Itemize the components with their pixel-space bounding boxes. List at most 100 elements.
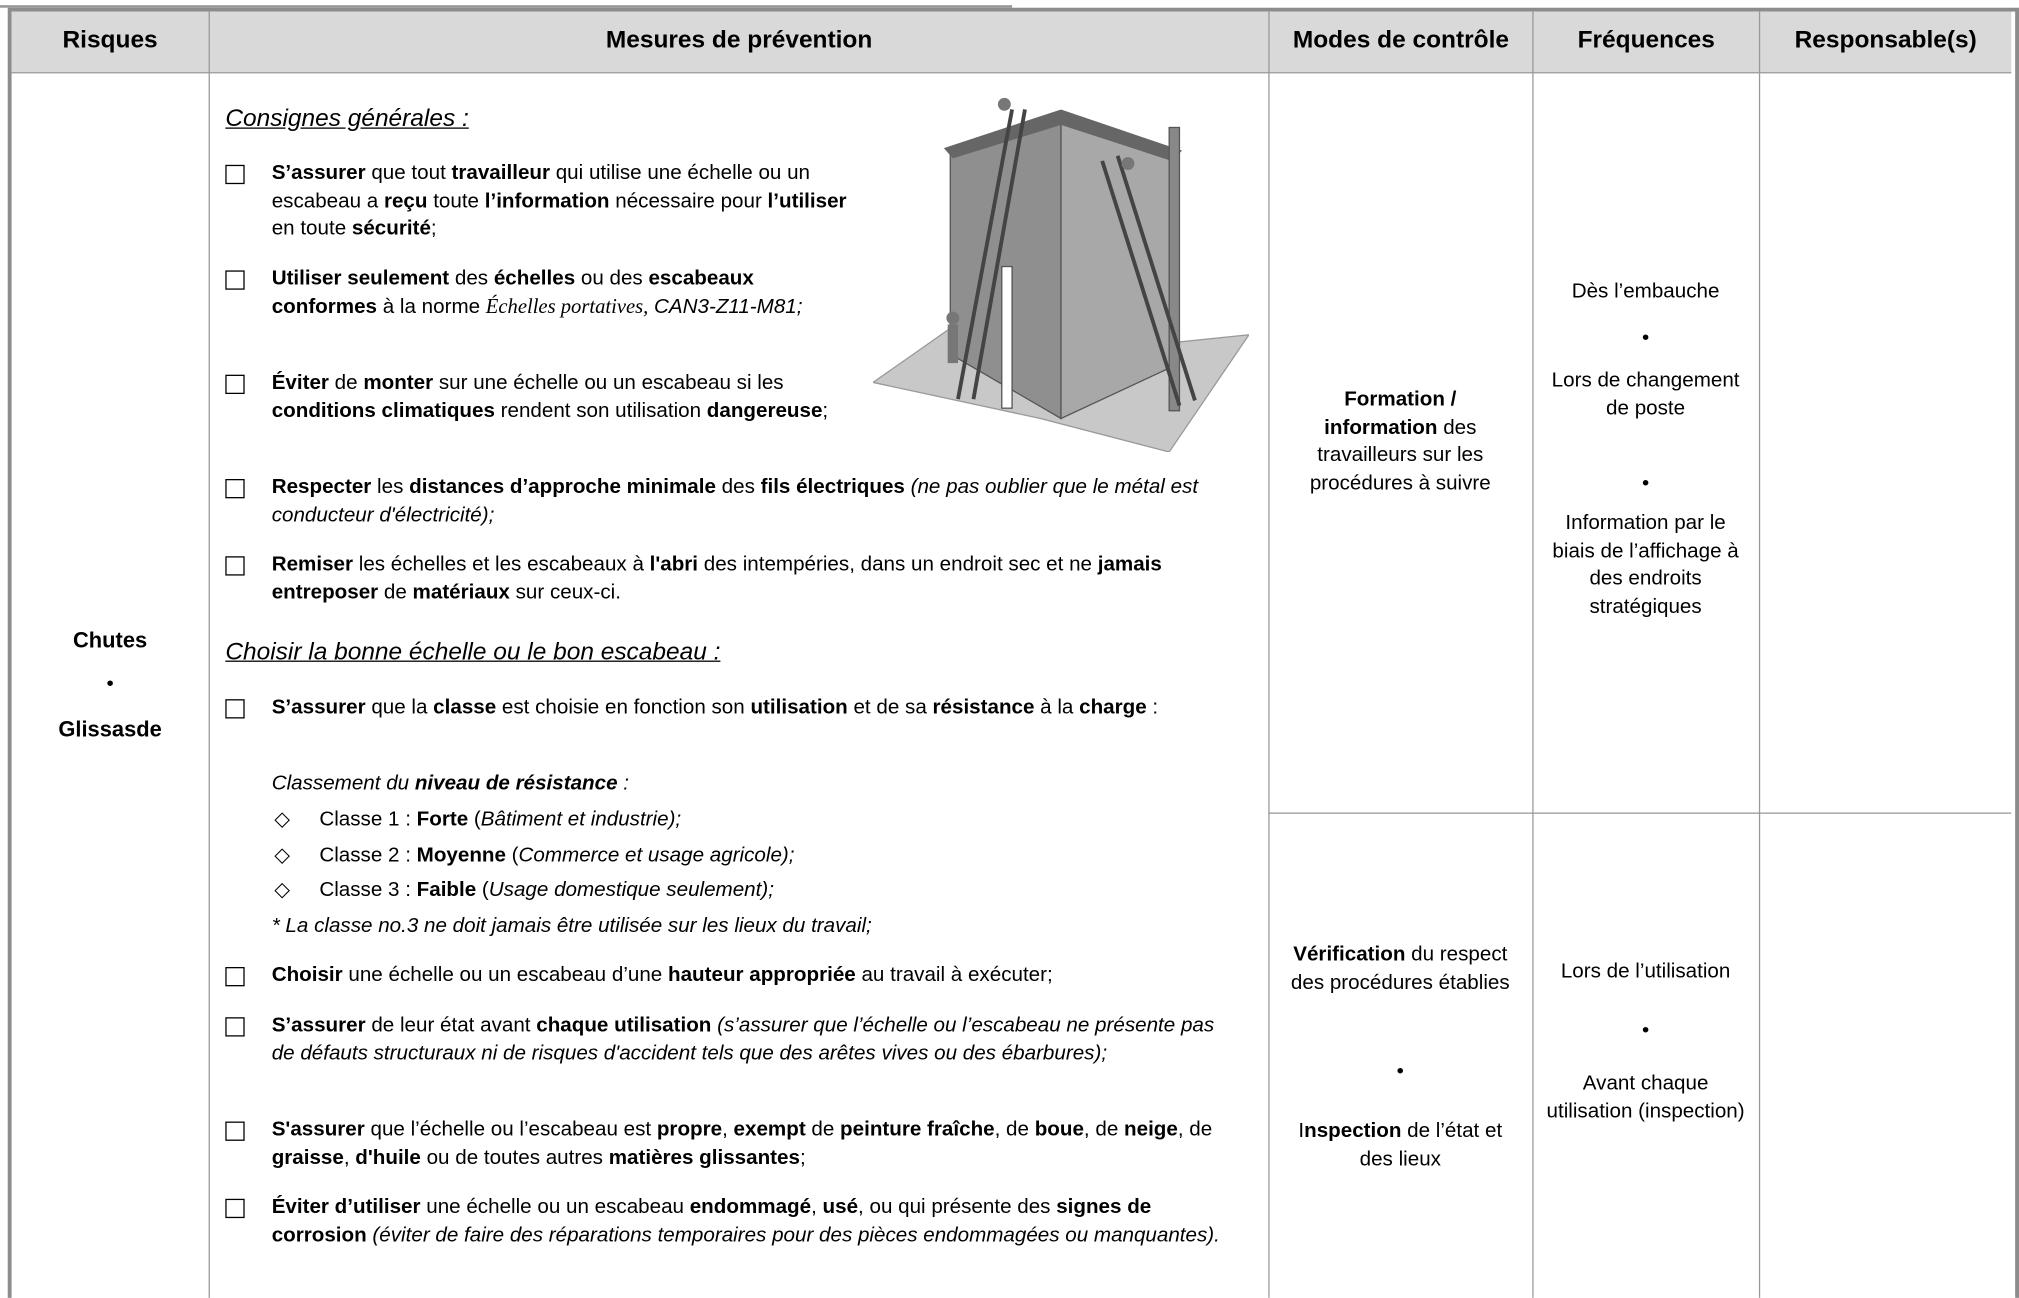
- text-run: Bâtiment et industrie);: [480, 808, 682, 831]
- checkbox: [225, 374, 245, 395]
- checkbox: [225, 478, 245, 499]
- text-run: (éviter de faire des réparations tempora…: [366, 1223, 1220, 1246]
- frequency: Lors de l’utilisation: [1560, 960, 1731, 983]
- text-run: Moyenne: [416, 844, 506, 867]
- text-run: :: [617, 772, 629, 795]
- checkbox: [225, 270, 245, 290]
- text-run: à la norme: [377, 295, 486, 318]
- text-run: , ou qui présente des: [858, 1196, 1057, 1219]
- text-run: du respect des procédures établies: [1290, 943, 1510, 994]
- text-run: monter: [363, 372, 434, 395]
- text-run: utilisation: [750, 696, 848, 719]
- text-run: ,: [722, 1118, 734, 1141]
- risk: Glissasde: [58, 717, 162, 742]
- ladder-illustration: [873, 97, 1250, 452]
- control-mode: Inspection de l’état et des lieux: [1288, 1118, 1513, 1173]
- text-run: Classement du: [271, 772, 415, 795]
- frequency: Dès l’embauche: [1571, 280, 1720, 303]
- text-run: Éviter: [271, 372, 329, 395]
- text-run: reçu: [383, 189, 428, 212]
- text-run: travailleur: [451, 162, 550, 185]
- text-run: sur ceux-ci.: [509, 581, 621, 604]
- checkbox: [225, 1017, 245, 1037]
- text-run: CAN3-Z11-M81;: [648, 295, 803, 318]
- bullet: •: [106, 673, 114, 696]
- text-run: des: [449, 267, 494, 290]
- text-run: escabeaux conformes: [271, 267, 754, 318]
- text-run: Classe 2 :: [319, 844, 417, 867]
- text-run: les: [371, 476, 410, 499]
- text-run: Formation / information: [1324, 388, 1457, 439]
- text-run: (ne pas oublier que le métal est conduct…: [271, 476, 1199, 526]
- text-run: , de: [1083, 1118, 1125, 1141]
- text-run: nécessaire pour: [609, 189, 768, 212]
- text-run: en toute: [271, 217, 352, 240]
- text-run: propre: [656, 1118, 723, 1141]
- text-run: d'huile: [355, 1146, 421, 1169]
- text-run: qui utilise une échelle ou un escabeau a: [271, 162, 810, 212]
- text-run: conditions climatiques: [271, 399, 495, 422]
- section-heading: Choisir la bonne échelle ou le bon escab…: [225, 638, 721, 666]
- text-run: l’utiliser: [767, 189, 847, 212]
- text-run: ou de toutes autres: [420, 1146, 609, 1169]
- text-run: S’assurer: [271, 1014, 366, 1037]
- text-run: Remiser: [271, 553, 354, 576]
- text-run: jamais entreposer: [271, 553, 1162, 604]
- bullet: •: [1641, 472, 1650, 495]
- text-run: résistance: [932, 696, 1035, 719]
- text-run: ;: [799, 1146, 806, 1169]
- text-run: une échelle ou un escabeau d’une: [342, 964, 668, 987]
- text-run: (: [476, 879, 489, 902]
- measure-item: Utiliser seulement des échelles ou des e…: [272, 265, 851, 320]
- text-run: matériaux: [412, 581, 510, 604]
- measure-item: S’assurer que tout travailleur qui utili…: [272, 160, 851, 243]
- text-run: l’information: [484, 189, 610, 212]
- text-run: I: [1298, 1120, 1305, 1143]
- header-cell: Mesures de prévention: [605, 27, 873, 55]
- classification-note: * La classe no.3 ne doit jamais être uti…: [271, 915, 872, 938]
- top-rule: [0, 0, 1013, 8]
- measure-item: Choisir une échelle ou un escabeau d’une…: [272, 962, 1257, 990]
- frequency: Information par le biais de l’affichage …: [1552, 512, 1739, 618]
- text-run: et de sa: [847, 696, 933, 719]
- bullet: •: [1641, 327, 1650, 349]
- bullet: •: [1396, 1061, 1404, 1083]
- text-run: de l’état et des lieux: [1359, 1120, 1503, 1170]
- text-run: Classe 3 :: [319, 879, 417, 902]
- checkbox: [225, 556, 245, 576]
- text-run: S’assurer: [271, 696, 366, 719]
- control-mode: Formation / information des travailleurs…: [1288, 386, 1513, 497]
- text-run: charge: [1079, 696, 1147, 719]
- header-cell: Risques: [62, 27, 158, 55]
- text-run: de: [328, 372, 364, 395]
- control-mode: Vérification du respect des procédures é…: [1288, 941, 1513, 996]
- text-run: peinture fraîche: [840, 1118, 995, 1141]
- text-run: dangereuse: [706, 399, 823, 422]
- measure-item: Remiser les échelles et les escabeaux à …: [272, 551, 1257, 606]
- header-cell: Modes de contrôle: [1292, 27, 1510, 55]
- text-run: usé: [822, 1196, 859, 1219]
- col-rule: [1268, 11, 1270, 1298]
- measure-item: Éviter de monter sur une échelle ou un e…: [272, 370, 851, 425]
- text-run: de: [378, 581, 413, 604]
- text-run: échelles: [493, 267, 576, 290]
- checkbox: [225, 967, 245, 987]
- frequency: Avant chaque utilisation (inspection): [1546, 1072, 1745, 1123]
- text-run: ,: [343, 1146, 356, 1169]
- text-run: classe: [433, 696, 497, 719]
- text-run: (: [468, 808, 481, 831]
- header-cell: Fréquences: [1577, 27, 1715, 55]
- header-cell: Responsable(s): [1794, 27, 1977, 55]
- text-run: Usage domestique seulement);: [488, 879, 774, 902]
- text-run: , de: [1177, 1118, 1213, 1141]
- frequency: Lors de changement de poste: [1551, 369, 1740, 420]
- text-run: ;: [430, 217, 437, 240]
- text-run: que l’échelle ou l’escabeau est: [364, 1118, 657, 1141]
- text-run: boue: [1034, 1118, 1084, 1141]
- text-run: Forte: [416, 808, 469, 831]
- text-run: Commerce et usage agricole);: [518, 844, 795, 867]
- text-run: signes de corrosion: [271, 1196, 1152, 1246]
- text-run: Échelles portatives,: [485, 295, 649, 318]
- col-rule: [1758, 11, 1761, 1298]
